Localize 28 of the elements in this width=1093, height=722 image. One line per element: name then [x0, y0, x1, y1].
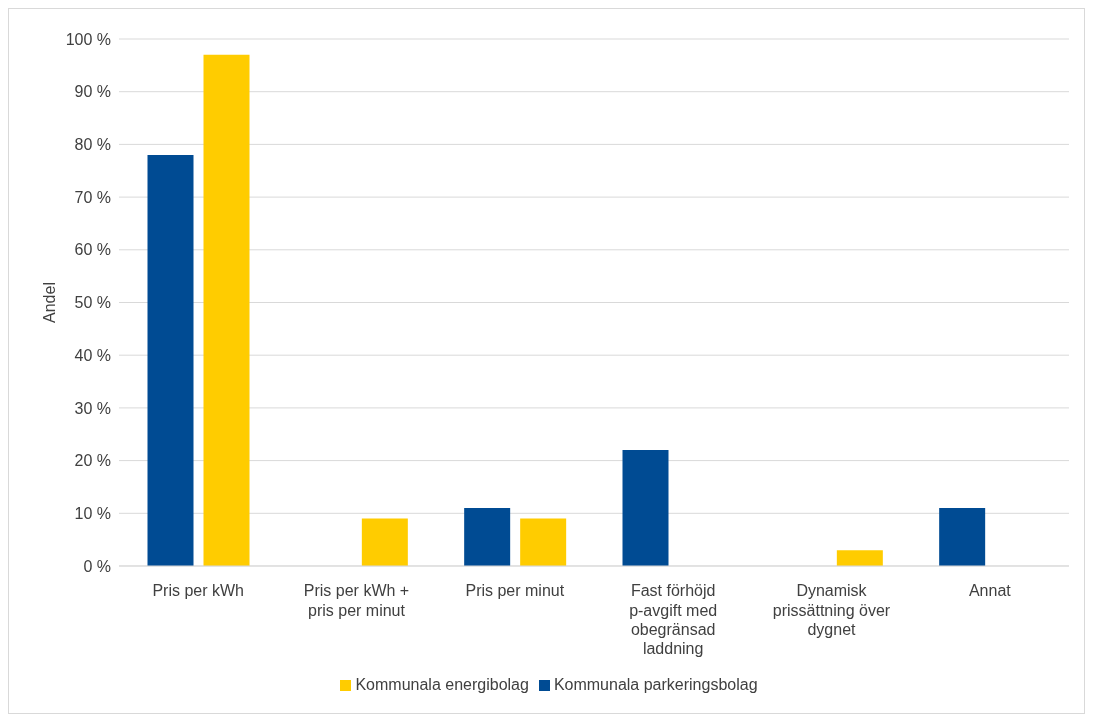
- y-tick-label: 60 %: [74, 241, 111, 259]
- y-tick-label: 0 %: [83, 557, 111, 575]
- x-tick-label: Dynamisk prissättning över dygnet: [772, 582, 891, 638]
- y-tick-label: 50 %: [74, 294, 111, 312]
- bar: [361, 518, 408, 566]
- x-tick-label: Annat: [968, 582, 1012, 600]
- bar: [939, 508, 986, 566]
- y-tick-label: 80 %: [74, 136, 111, 154]
- x-tick-label: Pris per minut: [465, 582, 565, 600]
- bar: [203, 54, 250, 566]
- y-tick-label: 90 %: [74, 83, 111, 101]
- legend-label: Kommunala parkeringsbolag: [553, 676, 758, 693]
- y-tick-label: 40 %: [74, 346, 111, 364]
- y-tick-label: 20 %: [74, 452, 111, 470]
- x-tick-label: Pris per kWh: [152, 582, 244, 600]
- legend-label: Kommunala energibolag: [355, 676, 529, 693]
- x-tick-label: Pris per kWh + pris per minut: [303, 582, 410, 619]
- x-tick-label: Fast förhöjd p-avgift med obegränsad laddning: [629, 582, 718, 657]
- bar: [464, 508, 511, 566]
- y-tick-label: 70 %: [74, 188, 111, 206]
- y-tick-label: 100 %: [65, 30, 111, 48]
- y-tick-label: 30 %: [74, 399, 111, 417]
- bar: [836, 550, 883, 566]
- bar: [622, 450, 669, 566]
- bar: [520, 518, 567, 566]
- bar: [147, 154, 194, 566]
- y-axis-title: Andel: [40, 282, 58, 323]
- y-tick-label: 10 %: [74, 504, 111, 522]
